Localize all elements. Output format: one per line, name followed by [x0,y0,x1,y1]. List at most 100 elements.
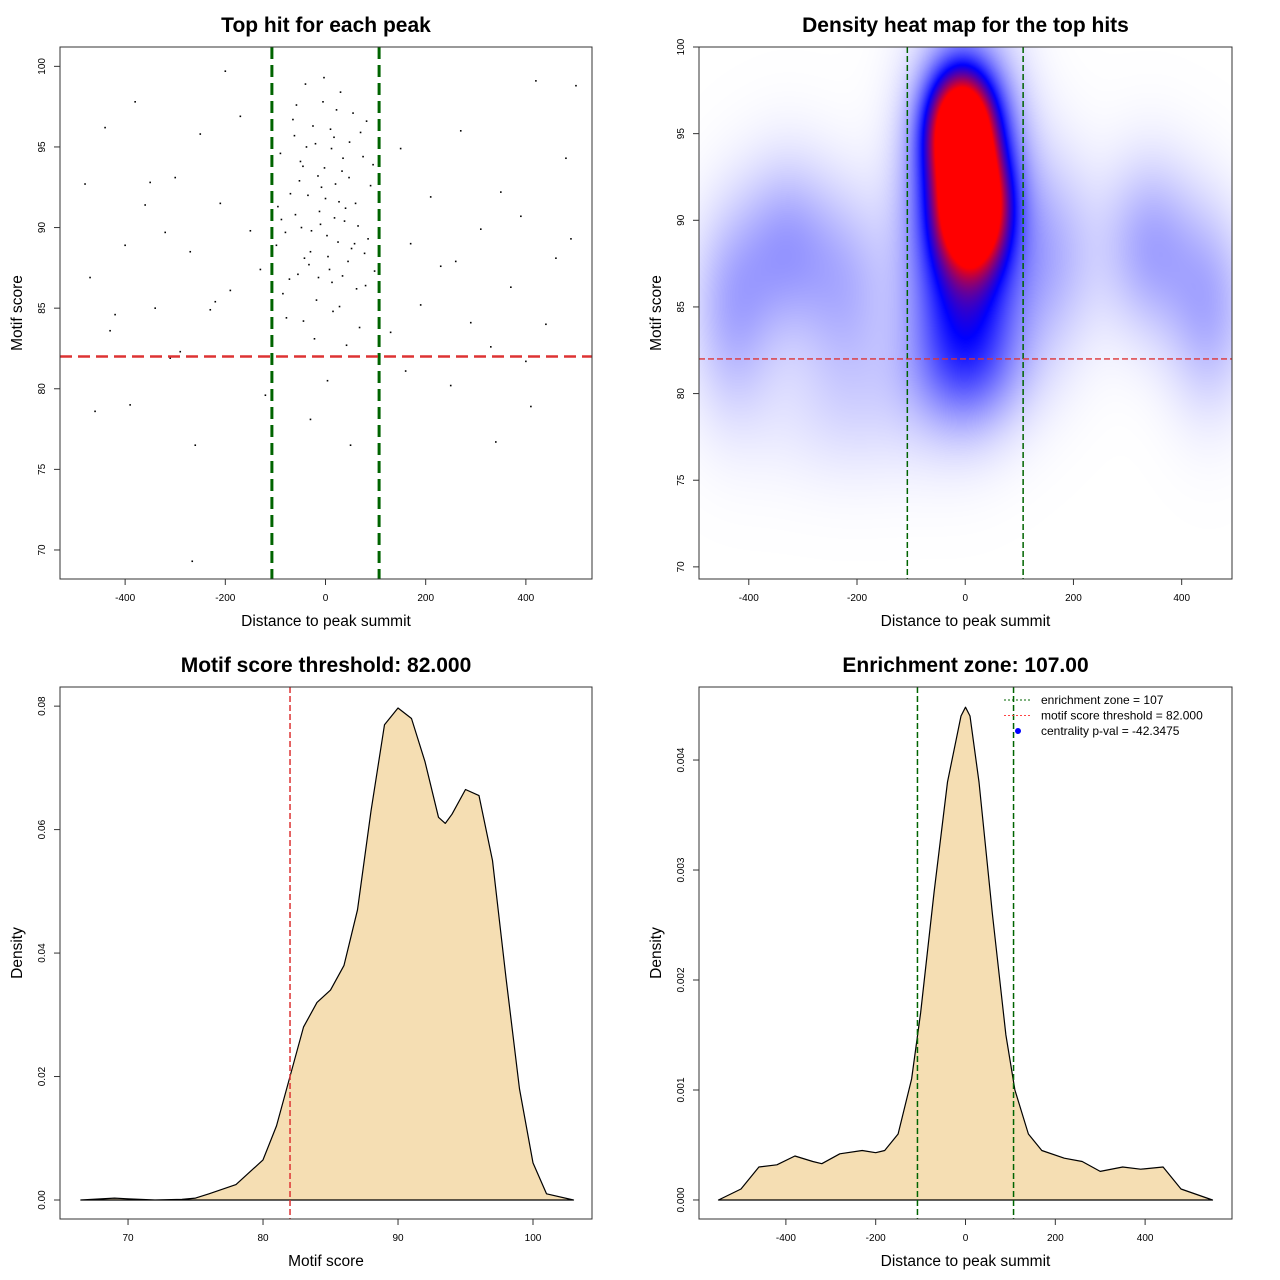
y-tick-label: 0.06 [37,819,48,839]
x-tick-label: 200 [1047,1233,1064,1244]
scatter-point [179,350,182,353]
scatter-point [299,160,302,163]
scatter-point [259,268,262,271]
plot-frame [698,46,1233,580]
scatter-point [323,76,325,79]
scatter-point [317,175,319,177]
y-tick-label: 75 [37,463,48,475]
legend-entry: centrality p-val = -42.3475 [1041,724,1180,738]
scatter-point [297,273,299,276]
scatter-point [174,176,177,179]
scatter-point [229,289,232,292]
scatter-point [353,242,356,245]
y-tick-label: 0.02 [37,1066,48,1086]
scatter-point [293,134,296,137]
scatter-point [199,133,202,135]
scatter-point [354,202,357,205]
scatter-point [449,384,452,387]
y-tick-label: 85 [676,301,687,313]
scatter-point [288,278,291,280]
x-axis-label: Distance to peak summit [881,613,1051,630]
scatter-point [365,120,368,122]
legend-entry: enrichment zone = 107 [1041,693,1164,707]
scatter-point [84,183,86,185]
y-tick-label: 0.00 [37,1190,48,1210]
x-tick-label: 0 [323,593,329,604]
y-tick-label: 90 [37,222,48,234]
scatter-point [339,91,342,93]
scatter-point [285,317,288,319]
x-tick-label: -400 [739,593,759,604]
scatter-point [520,215,522,218]
x-tick-label: -400 [776,1233,796,1244]
scatter-point [330,147,333,150]
scatter-point [349,444,352,446]
scatter-point [326,379,329,382]
scatter-point [338,305,341,308]
y-tick-label: 80 [37,383,48,395]
scatter-point [399,147,402,150]
scatter-point [327,255,329,258]
scatter-point [348,141,351,143]
scatter-point [490,346,492,348]
scatter-point [545,323,547,326]
y-tick-label: 100 [37,58,48,75]
scatter-point [94,410,96,413]
scatter-point [500,191,502,193]
scatter-point [264,394,267,397]
y-tick-label: 0.08 [37,696,48,716]
scatter-point [109,329,111,332]
scatter-point [345,344,348,347]
scatter-point [315,299,318,301]
scatter-point [454,260,457,263]
scatter-point [322,101,324,103]
scatter-point [335,109,338,111]
scatter-point [320,186,323,189]
scatter-point [363,252,366,255]
y-tick-label: 70 [37,544,48,556]
y-axis-label: Motif score [648,275,665,351]
scatter-point [239,115,242,118]
scatter-point [344,207,347,210]
scatter-point [292,118,294,121]
scatter-point [302,320,305,322]
scatter-point [338,200,340,203]
scatter-point [565,157,567,160]
x-tick-label: 400 [1173,593,1190,604]
scatter-point [429,196,432,198]
y-tick-label: 80 [676,388,687,400]
scatter-point [284,231,287,234]
scatter-point [333,136,335,139]
scatter-point [318,210,321,213]
x-tick-label: 0 [963,1233,969,1244]
scatter-point [469,321,472,324]
scatter-point [194,444,197,446]
scatter-point [328,268,331,271]
scatter-point [305,146,308,148]
scatter-point [342,157,344,160]
scatter-point [337,241,339,243]
chart-title: Density heat map for the top hits [802,14,1129,37]
y-tick-label: 0.001 [676,1077,687,1102]
scatter-point [459,130,462,132]
scatter-point [510,286,512,289]
y-tick-label: 100 [676,38,687,55]
scatter-point [289,192,292,195]
scatter-point [555,257,557,259]
y-axis-label: Motif score [9,275,26,351]
y-tick-label: 90 [676,214,687,226]
scatter-point [570,238,572,240]
scatter-point [277,205,279,208]
scatter-point [373,270,376,272]
scatter-point [114,313,116,316]
x-tick-label: 200 [1065,593,1082,604]
x-axis-label: Motif score [288,1253,364,1270]
y-tick-label: 85 [37,302,48,314]
scatter-point [307,194,309,197]
x-tick-label: 0 [962,593,968,604]
scatter-point [358,326,361,329]
legend-entry: motif score threshold = 82.000 [1041,709,1203,723]
scatter-point [332,310,334,313]
chart-title: Top hit for each peak [221,14,431,37]
scatter-point [104,126,106,129]
